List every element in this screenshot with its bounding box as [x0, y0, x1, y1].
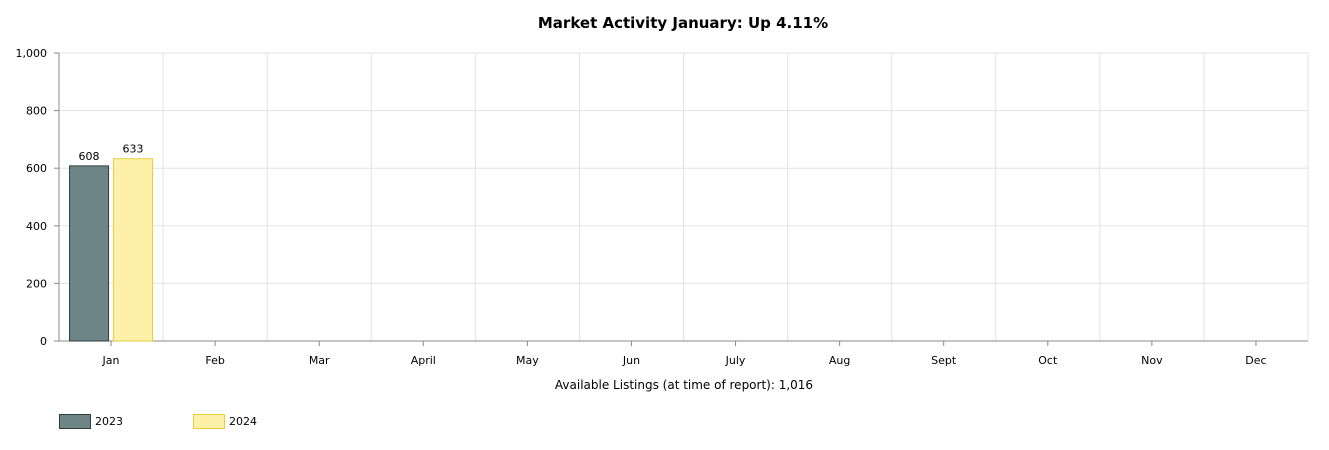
legend-item-2024[interactable]: 2024: [193, 413, 257, 430]
x-tick-label: Aug: [829, 354, 850, 367]
bar-2023-Jan[interactable]: [69, 165, 110, 342]
x-tick-label: July: [725, 354, 746, 367]
legend-swatch-2023: [59, 414, 91, 429]
y-tick-label: 600: [26, 162, 47, 175]
bar-2024-Jan[interactable]: [113, 158, 154, 342]
y-tick-label: 200: [26, 277, 47, 290]
x-tick-label: Feb: [205, 354, 224, 367]
x-tick-label: Mar: [309, 354, 330, 367]
y-tick-label: 1,000: [16, 47, 48, 60]
data-label: 608: [79, 150, 100, 163]
x-tick-label: Sept: [931, 354, 957, 367]
x-tick-label: May: [516, 354, 539, 367]
x-axis: Jan Feb Mar April May Jun July Aug Sept Oct Nov Dec: [59, 340, 1308, 367]
x-tick-label: Jan: [102, 354, 120, 367]
x-tick-label: Dec: [1245, 354, 1266, 367]
chart-title: Market Activity January: Up 4.11%: [538, 14, 828, 32]
grid-lines: [58, 52, 1309, 341]
y-tick-label: 0: [40, 335, 47, 348]
x-tick-label: Jun: [622, 354, 640, 367]
data-label: 633: [123, 143, 144, 156]
x-tick-label: Oct: [1038, 354, 1058, 367]
legend-label-2024: 2024: [229, 415, 257, 428]
legend-swatch-2024: [193, 414, 225, 429]
legend: 2023 2024: [0, 413, 1329, 433]
y-tick-label: 400: [26, 220, 47, 233]
legend-label-2023: 2023: [95, 415, 123, 428]
y-axis: 0 200 400 600 800 1,000: [16, 47, 60, 348]
x-tick-label: April: [411, 354, 436, 367]
bar-chart: Market Activity January: Up 4.11% 0 200 40…: [16, 14, 1309, 392]
x-axis-label: Available Listings (at time of report): …: [555, 378, 813, 392]
y-tick-label: 800: [26, 105, 47, 118]
data-labels: 608 633: [79, 143, 144, 163]
x-tick-label: Nov: [1141, 354, 1163, 367]
bars: [69, 158, 154, 342]
legend-item-2023[interactable]: 2023: [59, 413, 123, 430]
